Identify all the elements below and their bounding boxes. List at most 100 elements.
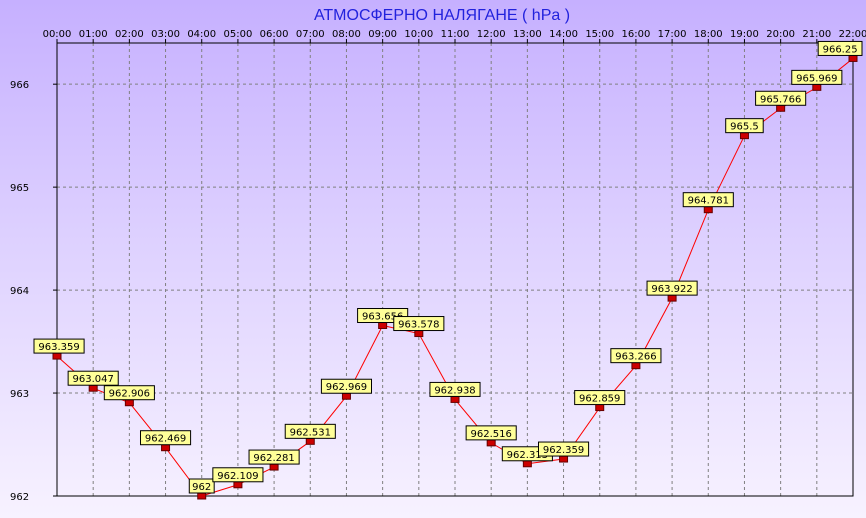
data-label-text: 962.313 [507, 450, 548, 461]
x-tick-label: 02:00 [115, 29, 144, 40]
data-label-box [393, 316, 445, 332]
data-point [812, 83, 822, 91]
data-label: 963.578 [393, 316, 445, 332]
data-label-text: 965.5 [730, 122, 759, 133]
data-label: 963.266 [610, 348, 662, 364]
x-tick-label: 15:00 [585, 29, 614, 40]
data-label: 962.281 [248, 449, 300, 465]
data-point [450, 395, 460, 403]
x-tick-label: 12:00 [477, 29, 506, 40]
data-label-box [574, 390, 626, 406]
data-label: 962.109 [212, 467, 264, 483]
x-tick-label: 21:00 [802, 29, 831, 40]
data-label-box [429, 381, 481, 397]
y-tick-label: 966 [10, 80, 29, 91]
data-label-box [465, 425, 517, 441]
data-label-box [284, 423, 336, 439]
data-label-text: 965.766 [760, 94, 801, 105]
data-label-box [139, 430, 192, 446]
data-label-box [103, 385, 155, 401]
x-tick-label: 11:00 [441, 29, 470, 40]
x-tick-label: 01:00 [79, 29, 108, 40]
data-label: 962.516 [465, 425, 517, 441]
data-point [161, 444, 171, 452]
data-label-text: 962.859 [579, 394, 620, 405]
data-point [233, 481, 243, 489]
data-label: 962 [188, 478, 215, 494]
data-label-box [791, 69, 843, 85]
y-tick-label: 965 [10, 183, 29, 194]
data-point [559, 455, 569, 463]
data-label-text: 963.047 [73, 374, 114, 385]
data-label-text: 962.516 [471, 429, 512, 440]
data-label-box [817, 40, 863, 56]
x-tick-label: 03:00 [151, 29, 180, 40]
x-tick-label: 07:00 [296, 29, 325, 40]
data-label: 966.25 [817, 40, 863, 56]
x-tick-label: 09:00 [368, 29, 397, 40]
data-points [52, 54, 858, 500]
y-tick-label: 962 [10, 492, 29, 503]
data-point [378, 322, 388, 330]
data-label-text: 963.656 [362, 312, 403, 323]
data-label: 963.359 [33, 338, 85, 354]
data-label: 962.359 [537, 441, 590, 457]
data-label-text: 962.469 [145, 434, 186, 445]
data-point [631, 362, 641, 370]
data-point [305, 437, 315, 445]
data-label: 962.531 [284, 423, 336, 439]
data-label-text: 962.281 [253, 453, 294, 464]
x-tick-label: 00:00 [43, 29, 72, 40]
y-axis: 962 963 964 965 966 [10, 80, 57, 503]
data-point [88, 384, 98, 392]
x-tick-label: 10:00 [404, 29, 433, 40]
y-tick-label: 964 [10, 286, 29, 297]
x-tick-label: 22:00 [839, 29, 866, 40]
x-tick-label: 17:00 [658, 29, 687, 40]
data-label-box [610, 348, 662, 364]
x-tick-label: 14:00 [549, 29, 578, 40]
x-tick-label: 19:00 [730, 29, 759, 40]
data-point [739, 132, 749, 140]
y-tick-label: 963 [10, 389, 29, 400]
data-point [595, 404, 605, 412]
data-label: 962.969 [320, 378, 373, 394]
data-label-text: 963.578 [398, 320, 439, 331]
data-label-box [755, 90, 807, 106]
x-tick-label: 20:00 [766, 29, 795, 40]
data-label-text: 965.969 [796, 73, 837, 84]
data-label-text: 962.969 [326, 382, 367, 393]
data-label: 965.5 [725, 118, 764, 134]
data-label-text: 964.781 [688, 196, 729, 207]
data-label-box [188, 478, 215, 494]
data-label-text: 962.359 [543, 445, 584, 456]
x-tick-label: 08:00 [332, 29, 361, 40]
data-point [414, 330, 424, 338]
data-label-box [248, 449, 300, 465]
data-point [124, 399, 134, 407]
data-label-text: 963.922 [651, 284, 692, 295]
x-tick-label: 06:00 [260, 29, 289, 40]
data-label-text: 962.938 [434, 385, 475, 396]
data-point [667, 294, 677, 302]
data-label-box [67, 370, 119, 386]
data-label: 965.969 [791, 69, 843, 85]
chart-title: АТМОСФЕРНО НАЛЯГАНЕ ( hPa ) [314, 7, 570, 24]
data-point [703, 206, 713, 214]
data-label-text: 963.359 [38, 342, 79, 353]
data-label: 962.906 [103, 385, 155, 401]
data-label-text: 962.906 [109, 389, 150, 400]
data-point [341, 392, 351, 400]
data-label-box [725, 118, 764, 134]
data-label: 963.047 [67, 370, 119, 386]
x-tick-label: 13:00 [513, 29, 542, 40]
data-point [848, 54, 858, 62]
x-tick-label: 04:00 [187, 29, 216, 40]
data-label: 962.859 [574, 390, 626, 406]
data-label-text: 963.266 [615, 352, 656, 363]
data-label: 964.781 [682, 192, 734, 208]
x-tick-label: 18:00 [694, 29, 723, 40]
data-label: 962.469 [139, 430, 192, 446]
data-point [269, 463, 279, 471]
